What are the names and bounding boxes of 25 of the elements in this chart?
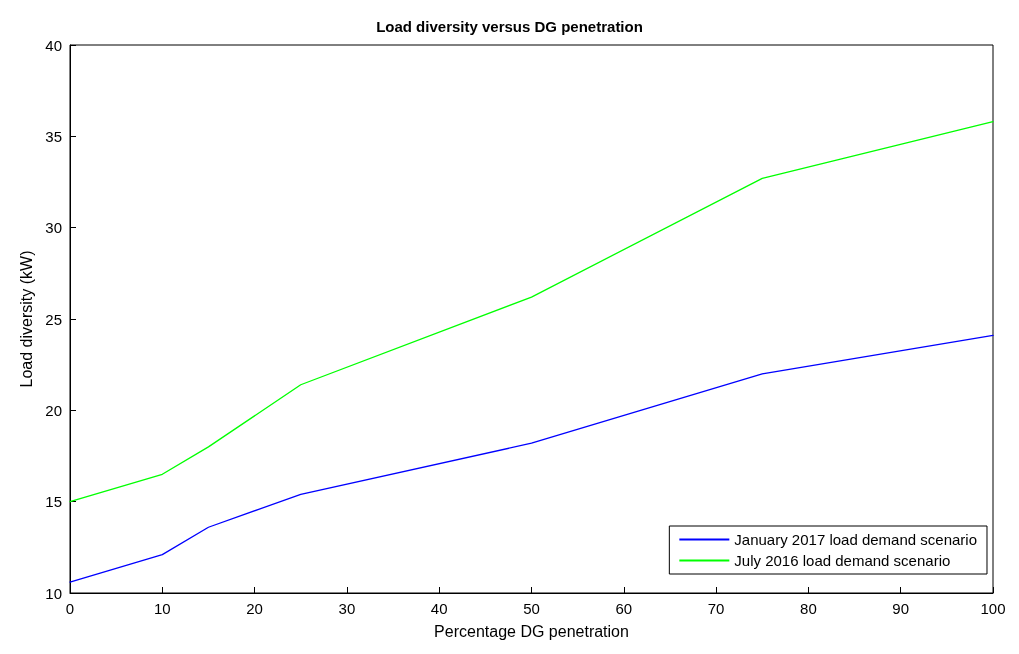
y-tick-label: 40 <box>45 36 62 54</box>
legend-label: January 2017 load demand scenario <box>734 531 978 548</box>
y-tick-label: 20 <box>45 401 62 419</box>
line-series <box>69 334 994 583</box>
y-axis-title: Load diversity (kW) <box>17 250 35 388</box>
y-tick-label: 15 <box>45 493 62 511</box>
x-tick-label: 10 <box>153 600 171 617</box>
x-tick-label: 30 <box>338 600 356 617</box>
x-tick-label: 100 <box>980 600 1006 617</box>
y-tick-label: 35 <box>45 127 62 145</box>
chart-title: Load diversity versus DG penetration <box>376 18 643 35</box>
legend-label: July 2016 load demand scenario <box>734 552 951 569</box>
x-tick-label: 50 <box>523 600 540 617</box>
y-tick-label: 30 <box>45 219 62 237</box>
y-tick-label: 25 <box>45 310 62 328</box>
x-tick-label: 80 <box>800 600 817 617</box>
x-tick-label: 40 <box>430 600 448 617</box>
x-tick-label: 90 <box>892 600 910 617</box>
x-tick-label: 20 <box>246 600 263 617</box>
x-axis-title: Percentage DG penetration <box>434 622 629 640</box>
line-series <box>69 121 994 503</box>
x-tick-label: 60 <box>615 600 633 617</box>
x-tick-label: 70 <box>707 600 725 617</box>
x-tick-label: 0 <box>65 600 75 617</box>
y-tick-label: 10 <box>45 584 62 602</box>
